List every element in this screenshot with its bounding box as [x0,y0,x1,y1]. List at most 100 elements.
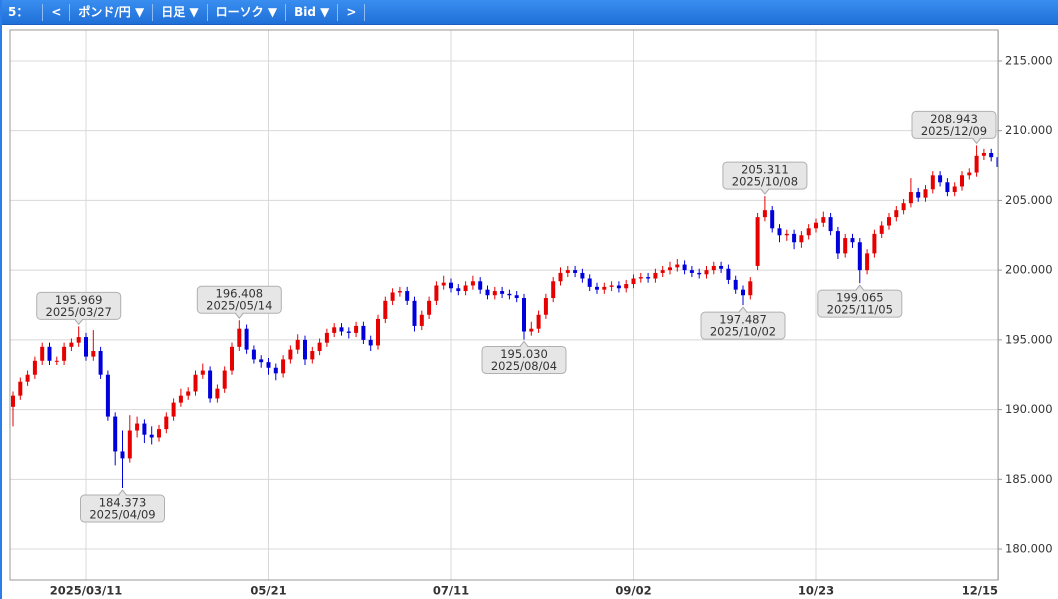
prev-button[interactable]: < [43,3,71,21]
candle-body [449,282,453,289]
candle-body [273,367,278,374]
annotation-date: 2025/11/05 [827,303,893,317]
annotation-value: 195.969 [55,293,103,307]
annotation-date: 2025/10/08 [732,175,798,189]
pair-select[interactable]: ポンド/円 ▼ [70,3,154,21]
candle-body [251,349,256,360]
candle-body [230,346,234,371]
annotation-date: 2025/05/14 [206,299,272,313]
candle-body [653,272,658,279]
annotation-date: 2025/10/02 [710,325,776,339]
candle-body [368,339,373,346]
candle-body [120,451,125,459]
candle-body [835,231,840,254]
candle-body [171,402,176,417]
candle-body [419,314,424,326]
candle-body [602,286,607,290]
y-tick-label: 200.000 [1005,263,1053,277]
y-tick-label: 210.000 [1005,123,1053,137]
candle-body [354,325,359,333]
candles [11,145,998,489]
candle-body [84,337,88,357]
candle-body [960,175,964,187]
candle-body [98,351,103,375]
candle-body [18,381,23,396]
candle-body [470,281,475,286]
candle-body [806,228,811,236]
candle-body [741,289,745,296]
candle-body [558,272,563,282]
candle-body [587,278,592,287]
window-edge [0,0,2,599]
y-tick-label: 205.000 [1005,193,1053,207]
candle-body [945,182,950,193]
candle-body [361,325,366,340]
candle-body [967,172,972,176]
candle-body [938,175,943,183]
annotation-box [911,110,997,139]
candle-body [952,186,957,193]
annotation-date: 2025/03/27 [46,305,112,319]
candle-body [514,295,519,299]
candle-body [463,285,468,292]
annotation-value: 208.943 [930,112,978,126]
candle-body [551,281,556,299]
candle-body [25,374,30,382]
candle-body [91,351,96,357]
candle-body [186,391,191,396]
candle-body [989,152,994,158]
candle-body [76,337,81,343]
candle-body [565,270,570,273]
candle-body [237,328,242,347]
candle-body [616,285,621,289]
candle-body [522,298,526,332]
candle-body [54,360,59,362]
candle-body [295,339,300,350]
candle-body [266,362,271,368]
toolbar: 5： < ポンド/円 ▼ 日足 ▼ ローソク ▼ Bid ▼ > [0,0,1058,25]
candle-body [208,370,213,399]
plot-frame [9,29,999,581]
candle-body [434,285,439,301]
y-tick-label: 215.000 [1005,53,1053,67]
price-select[interactable]: Bid ▼ [286,3,339,21]
timeframe-select[interactable]: 日足 ▼ [153,3,208,21]
candle-body [733,279,738,290]
candle-body [879,225,884,234]
candle-body [850,238,855,243]
candle-body [675,264,680,268]
candle-body [996,157,998,167]
candle-body [887,217,891,226]
candle-body [529,328,534,332]
period-button[interactable]: 5： [0,3,44,21]
candle-body [346,331,351,333]
annotation-date: 2025/12/09 [921,124,987,138]
candle-body [383,300,388,319]
candle-body [908,192,913,204]
candle-body [222,370,227,389]
annotation-date: 2025/08/04 [491,359,557,373]
candle-body [200,370,205,375]
next-button[interactable]: > [338,3,366,21]
x-tick-label: 2025/03/11 [50,584,122,598]
candle-body [157,429,161,438]
candle-body [215,388,220,399]
y-tick-label: 195.000 [1005,332,1053,346]
candle-body [595,286,599,290]
chart-type-select[interactable]: ローソク ▼ [208,3,287,21]
candle-body [894,210,899,218]
candle-body [755,217,760,266]
candle-body [843,238,848,254]
candle-body [332,327,337,333]
candle-body [441,282,446,286]
y-tick-label: 190.000 [1005,402,1053,416]
annotation-value: 184.373 [99,496,147,510]
candle-body [376,318,380,346]
candle-body [799,235,804,243]
candle-body [777,228,782,236]
candle-body [47,346,52,361]
